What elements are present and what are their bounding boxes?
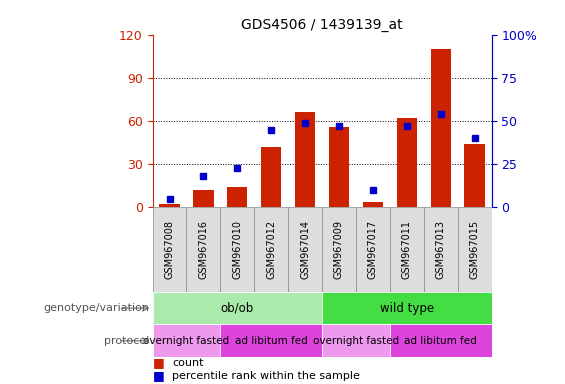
Title: GDS4506 / 1439139_at: GDS4506 / 1439139_at [241, 18, 403, 32]
Bar [390, 324, 492, 357]
Text: ob/ob: ob/ob [221, 302, 254, 314]
Text: protocol: protocol [105, 336, 150, 346]
Bar [363, 202, 383, 207]
Bar [153, 207, 186, 292]
Text: GSM967009: GSM967009 [334, 220, 344, 279]
Bar [356, 207, 390, 292]
Text: ad libitum fed: ad libitum fed [405, 336, 477, 346]
Bar [464, 144, 485, 207]
Text: overnight fasted: overnight fasted [313, 336, 399, 346]
Bar [261, 147, 281, 207]
Bar [153, 324, 220, 357]
Bar [390, 207, 424, 292]
Text: count: count [172, 358, 204, 368]
Text: genotype/variation: genotype/variation [44, 303, 150, 313]
Bar [295, 113, 315, 207]
Bar [322, 324, 390, 357]
Bar [220, 324, 322, 357]
Bar [322, 292, 492, 324]
Bar [193, 190, 214, 207]
Text: overnight fasted: overnight fasted [144, 336, 229, 346]
Text: GSM967008: GSM967008 [164, 220, 175, 279]
Text: ■: ■ [153, 369, 164, 382]
Bar [220, 207, 254, 292]
Bar [397, 118, 417, 207]
Bar [329, 127, 349, 207]
Bar [424, 207, 458, 292]
Bar [227, 187, 247, 207]
Text: ad libitum fed: ad libitum fed [235, 336, 307, 346]
Text: GSM967017: GSM967017 [368, 220, 378, 279]
Text: GSM967012: GSM967012 [266, 220, 276, 279]
Text: GSM967011: GSM967011 [402, 220, 412, 279]
Bar [288, 207, 322, 292]
Text: GSM967014: GSM967014 [300, 220, 310, 279]
Bar [159, 205, 180, 207]
Text: GSM967010: GSM967010 [232, 220, 242, 279]
Bar [254, 207, 288, 292]
Text: wild type: wild type [380, 302, 434, 314]
Text: GSM967016: GSM967016 [198, 220, 208, 279]
Text: ■: ■ [153, 356, 164, 369]
Bar [186, 207, 220, 292]
Bar [322, 207, 356, 292]
Bar [153, 292, 322, 324]
Text: GSM967015: GSM967015 [470, 220, 480, 279]
Text: GSM967013: GSM967013 [436, 220, 446, 279]
Bar [431, 49, 451, 207]
Text: percentile rank within the sample: percentile rank within the sample [172, 371, 360, 381]
Bar [458, 207, 492, 292]
